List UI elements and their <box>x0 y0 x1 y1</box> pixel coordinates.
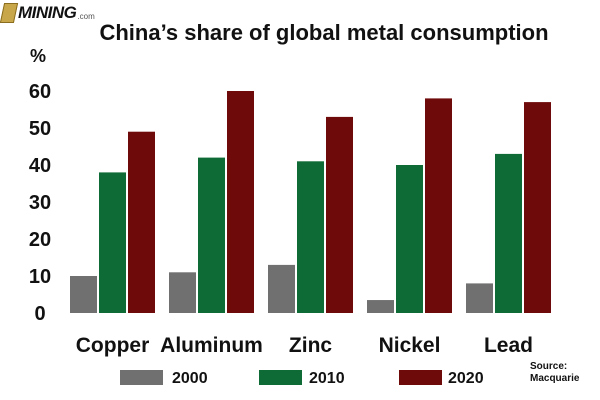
bar-lead-2010 <box>495 153 522 313</box>
y-tick-label: 40 <box>29 155 51 177</box>
legend-label-2000: 2000 <box>172 370 208 387</box>
bar-zinc-2020 <box>326 116 353 314</box>
category-label-copper: Copper <box>76 334 150 357</box>
chart-title: China’s share of global metal consumptio… <box>99 20 549 45</box>
bar-lead-2020 <box>524 102 551 313</box>
y-tick-label: 60 <box>29 81 51 103</box>
logo-text: MINING <box>18 3 77 22</box>
logo-suffix: .com <box>77 12 95 21</box>
site-logo: MINING .com <box>0 2 95 24</box>
bar-aluminum-2000 <box>169 272 196 313</box>
category-label-aluminum: Aluminum <box>160 334 263 357</box>
bar-copper-2020 <box>128 131 155 313</box>
bar-nickel-2010 <box>396 165 423 313</box>
source-note: Source: Macquarie <box>530 361 580 384</box>
y-tick-label: 10 <box>29 266 51 288</box>
bar-zinc-2000 <box>268 264 295 313</box>
y-tick-label: 0 <box>34 303 45 325</box>
legend-swatch-2010 <box>259 370 302 385</box>
bar-lead-2000 <box>466 283 493 313</box>
legend-swatch-2000 <box>120 370 163 385</box>
bar-copper-2010 <box>99 172 126 313</box>
y-tick-label: 50 <box>29 118 51 140</box>
category-label-zinc: Zinc <box>289 334 332 357</box>
bar-aluminum-2020 <box>227 91 254 313</box>
y-axis-unit-label: % <box>30 46 46 66</box>
legend-label-2020: 2020 <box>448 370 484 387</box>
category-label-nickel: Nickel <box>379 334 441 357</box>
bar-nickel-2020 <box>425 98 452 314</box>
bar-aluminum-2010 <box>198 157 225 313</box>
y-tick-label: 30 <box>29 192 51 214</box>
bar-zinc-2010 <box>297 161 324 313</box>
bar-nickel-2000 <box>367 300 394 313</box>
category-label-lead: Lead <box>484 334 533 357</box>
y-tick-label: 20 <box>29 229 51 251</box>
legend-swatch-2020 <box>399 370 442 385</box>
legend-label-2010: 2010 <box>309 370 345 387</box>
bar-copper-2000 <box>70 276 97 313</box>
